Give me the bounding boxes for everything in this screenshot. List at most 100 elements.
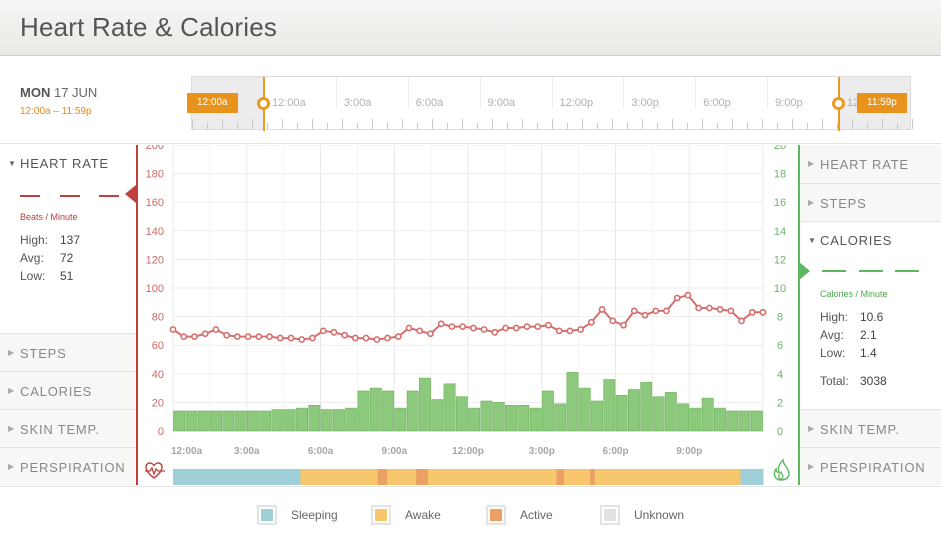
left-section-label: CALORIES — [20, 384, 93, 399]
calories-bar — [369, 387, 382, 432]
start-time-tag[interactable]: 12:00a — [187, 93, 238, 113]
heart-rate-point — [598, 306, 606, 313]
calories-bar — [701, 397, 714, 432]
activity-segment-awake — [594, 469, 742, 485]
timeline-tick — [477, 123, 478, 129]
left-section-label: PERSPIRATION — [20, 460, 126, 475]
calories-bar — [234, 410, 247, 432]
chevron-down-icon: ▼ — [808, 236, 816, 245]
right-section-label: SKIN TEMP. — [820, 422, 900, 437]
timeline-tick — [657, 123, 658, 129]
heart-rate-point — [512, 324, 520, 332]
left-axis-tick-label: 20 — [152, 397, 164, 409]
left-section-heart-rate[interactable]: ▼ HEART RATE Beats / Minute High: 137 Av… — [0, 145, 136, 333]
timeline-tick — [462, 119, 463, 129]
x-axis-tick-label: 12:00p — [452, 446, 484, 457]
end-time-tag[interactable]: 11:59p — [857, 93, 907, 113]
legend-swatch — [600, 505, 620, 525]
timeline-tick — [312, 119, 313, 129]
right-section-calories[interactable]: ▼ CALORIES Calories / Minute High: 10.6 … — [800, 221, 941, 409]
right-section-perspiration[interactable]: ▶ PERSPIRATION — [800, 447, 941, 485]
calories-bar — [480, 400, 493, 432]
calories-bar — [320, 409, 333, 432]
timeline-label: 9:00a — [487, 97, 516, 109]
right-metric-panel: ▶ HEART RATE ▶ STEPS ▼ CALORIES Calories… — [800, 145, 941, 485]
heart-rate-point — [555, 327, 563, 335]
timeline-tick — [747, 123, 748, 129]
right-section-skin-temp[interactable]: ▶ SKIN TEMP. — [800, 409, 941, 447]
calories-bar — [185, 410, 198, 432]
calories-bar — [664, 392, 677, 432]
heart-rate-point — [695, 304, 703, 312]
end-handle[interactable] — [832, 97, 845, 110]
calories-bar — [714, 407, 726, 432]
heart-rate-point — [748, 308, 756, 316]
heart-rate-point — [545, 321, 552, 329]
right-axis-tick-label: 6 — [777, 340, 783, 352]
stat-high-value: 137 — [60, 233, 81, 247]
timeline-tick — [282, 119, 283, 129]
time-range-slider[interactable]: 12:00a 3:00a 6:00a 9:00a 12:00p 3:00p 6:00p 9:0… — [191, 76, 913, 131]
left-section-skin-temp[interactable]: ▶ SKIN TEMP. — [0, 409, 136, 447]
calories-bar — [419, 377, 431, 432]
heart-rate-point — [330, 328, 338, 336]
activity-segment-awake — [300, 469, 379, 485]
left-axis-tick-label: 60 — [152, 340, 164, 352]
x-axis-tick-label: 9:00a — [381, 446, 407, 457]
timeline-tick — [537, 123, 538, 129]
timeline-tick — [687, 123, 688, 129]
x-axis-tick-label: 3:00p — [529, 446, 555, 457]
calories-bar — [271, 409, 284, 432]
heart-rate-point — [502, 324, 509, 332]
heart-rate-point — [491, 328, 499, 336]
right-section-label: CALORIES — [820, 233, 893, 248]
timeline-tick — [237, 123, 238, 129]
left-section-steps[interactable]: ▶ STEPS — [0, 333, 136, 371]
timeline-tick — [642, 119, 643, 129]
left-section-perspiration[interactable]: ▶ PERSPIRATION — [0, 447, 136, 485]
heart-rate-point — [652, 307, 660, 315]
activity-segment-active — [590, 469, 596, 485]
chevron-down-icon: ▼ — [8, 159, 16, 168]
heart-rate-point — [287, 334, 295, 342]
stat-avg-value: 2.1 — [860, 328, 877, 342]
heart-rate-line-swatch — [60, 195, 80, 197]
calories-bar — [357, 390, 370, 432]
timeline-tick — [522, 119, 523, 129]
activity-segment-sleeping — [173, 469, 301, 485]
timeline-ruler — [192, 119, 913, 129]
calories-bar — [197, 410, 210, 432]
right-section-steps[interactable]: ▶ STEPS — [800, 183, 941, 221]
left-section-label: STEPS — [20, 346, 67, 361]
activity-segment-awake — [427, 469, 557, 485]
legend-label: Unknown — [634, 508, 685, 522]
calories-bar — [246, 410, 259, 432]
start-handle[interactable] — [257, 97, 270, 110]
calories-bar — [750, 410, 763, 432]
timeline-tick — [762, 119, 763, 129]
left-axis-tick-label: 200 — [146, 145, 164, 152]
left-section-calories[interactable]: ▶ CALORIES — [0, 371, 136, 409]
timeline-tick — [552, 119, 553, 129]
right-axis-tick-label: 12 — [774, 254, 786, 266]
heart-rate-point — [233, 333, 241, 341]
chart-area: 0 20 40 60 80 100 120 140 160 180 200 0 2 4 6 8 10 12 14 1… — [136, 140, 800, 485]
calories-bar — [677, 403, 690, 432]
heart-rate-point — [244, 333, 252, 341]
heart-rate-point — [405, 324, 413, 332]
heart-rate-point — [298, 336, 306, 343]
left-section-label: SKIN TEMP. — [20, 422, 100, 437]
timeline-tick — [777, 123, 778, 129]
heart-rate-point — [727, 307, 735, 315]
heart-rate-point — [309, 334, 316, 342]
left-axis-tick-label: 0 — [158, 426, 164, 438]
calories-bar — [296, 407, 309, 432]
activity-segment-awake — [564, 469, 591, 485]
stat-high-label: High: — [820, 310, 849, 324]
heart-rate-point — [427, 330, 434, 338]
activity-segment-active — [377, 469, 388, 485]
heart-rate-point — [384, 334, 391, 342]
right-section-heart-rate[interactable]: ▶ HEART RATE — [800, 145, 941, 183]
timeline-tick — [207, 123, 208, 129]
calories-bar — [431, 399, 444, 432]
